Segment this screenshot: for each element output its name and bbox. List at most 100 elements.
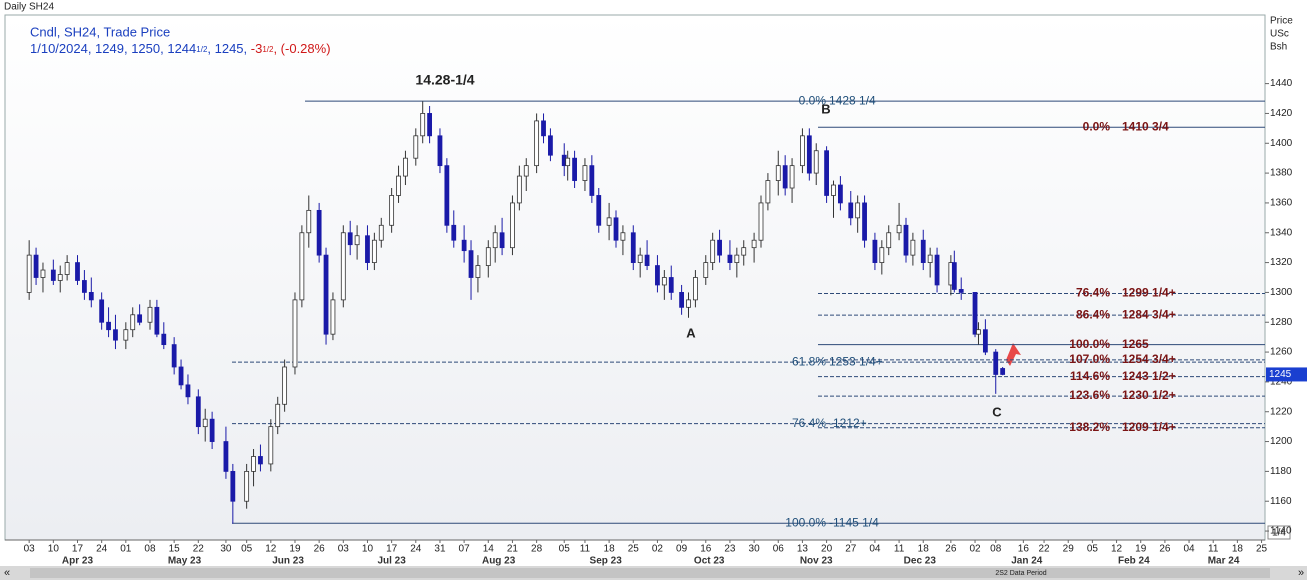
x-tick-label: 05 [241, 544, 253, 555]
candle-body [1000, 368, 1006, 375]
candle-body [299, 232, 305, 301]
candle-body [896, 224, 902, 234]
candle-body [758, 202, 764, 241]
month-label: Feb 24 [1118, 556, 1150, 567]
fib-pct: 114.6% [1070, 369, 1110, 383]
candle-body [64, 262, 70, 275]
candle-body [268, 426, 274, 465]
fib-pct: 123.6% [1069, 388, 1110, 402]
x-tick-label: 26 [945, 544, 957, 555]
candle-body [993, 351, 999, 375]
x-tick-label: 13 [797, 544, 809, 555]
candle-body [903, 224, 909, 256]
x-tick-label: 27 [845, 544, 857, 555]
candle-body [323, 254, 329, 335]
candle-body [258, 456, 263, 465]
candle-body [413, 135, 419, 159]
fib-pct: 100.0% [785, 515, 826, 529]
candle-body [485, 247, 491, 266]
candle-body [161, 333, 167, 346]
y-tick-label: 1420 [1270, 108, 1293, 119]
candle-body [378, 224, 384, 241]
candle-body [886, 232, 892, 249]
candle-body [751, 239, 757, 249]
candle-body [178, 366, 184, 386]
month-label: Jun 23 [272, 556, 304, 567]
y-tick-label: 1440 [1270, 78, 1293, 89]
candle-body [26, 254, 32, 293]
candle-body [548, 135, 553, 156]
x-tick-label: 24 [96, 544, 108, 555]
candle-body [275, 403, 281, 428]
y-tick-label: 1360 [1270, 198, 1293, 209]
candle-body [88, 292, 94, 301]
candle-body [710, 239, 716, 263]
fib-pct: 0.0% [799, 93, 827, 107]
fib-label: 1243 1/2+ [1122, 369, 1176, 383]
fib-pct: 76.4% [792, 416, 826, 430]
y-axis-label: USc [1270, 29, 1289, 40]
candle-body [437, 135, 443, 167]
candle-body [927, 254, 933, 263]
candle-body [806, 135, 812, 174]
y-tick-label: 1200 [1270, 436, 1293, 447]
x-tick-label: 04 [1183, 544, 1195, 555]
candle-body [492, 232, 498, 249]
x-tick-label: 26 [314, 544, 326, 555]
candle-body [420, 113, 426, 137]
fib-label: -1212+ [829, 416, 867, 430]
month-label: Oct 23 [694, 556, 725, 567]
scale-box[interactable] [1267, 525, 1291, 540]
candle-body [444, 165, 450, 226]
candle-body [872, 239, 878, 263]
candle-body [81, 280, 87, 293]
y-tick-label: 1320 [1270, 257, 1293, 268]
x-tick-label: 11 [894, 544, 905, 555]
candle-body [848, 202, 854, 219]
candle-body [565, 157, 571, 167]
candle-body [371, 239, 377, 263]
x-tick-label: 01 [120, 544, 132, 555]
y-tick-label: 1180 [1270, 466, 1292, 477]
scale-box-label: 1/4 [1272, 528, 1286, 539]
candle-body [951, 262, 957, 290]
candle-body [976, 329, 981, 335]
candle-body [209, 418, 215, 442]
candle-body [606, 217, 612, 226]
candle-body [661, 277, 667, 286]
fib-label: 1284 3/4+ [1122, 307, 1176, 321]
candle-body [637, 254, 643, 263]
candle-body [244, 470, 250, 502]
scroll-left[interactable]: « [4, 567, 10, 579]
y-tick-label: 1380 [1270, 168, 1293, 179]
candle-body [292, 299, 298, 368]
candle-body [734, 254, 740, 263]
candle-body [541, 120, 546, 137]
candle-body [195, 396, 201, 428]
fib-pct: 138.2% [1069, 420, 1110, 434]
month-label: Jan 24 [1011, 556, 1043, 567]
candle-body [106, 321, 111, 331]
x-tick-label: 06 [773, 544, 785, 555]
candle-body [154, 306, 160, 335]
x-tick-label: 29 [1063, 544, 1075, 555]
x-tick-label: 20 [821, 544, 833, 555]
scroll-thumb[interactable] [30, 568, 1270, 578]
month-label: Jul 23 [377, 556, 406, 567]
x-tick-label: 05 [559, 544, 571, 555]
y-tick-label: 1220 [1270, 406, 1293, 417]
candle-body [50, 269, 56, 281]
scroll-right[interactable]: » [1298, 567, 1304, 579]
candle-body [510, 202, 515, 249]
candle-body [365, 235, 370, 263]
fib-pct: 86.4% [1076, 307, 1110, 321]
candle-body [596, 195, 602, 226]
x-tick-label: 18 [1232, 544, 1244, 555]
footer: 2S2 Data Period [995, 570, 1046, 577]
candle-body [572, 157, 577, 181]
x-tick-label: 21 [507, 544, 519, 555]
candle-body [534, 120, 540, 167]
candle-body [75, 262, 80, 281]
candle-body [347, 232, 353, 246]
candle-body [655, 265, 660, 286]
